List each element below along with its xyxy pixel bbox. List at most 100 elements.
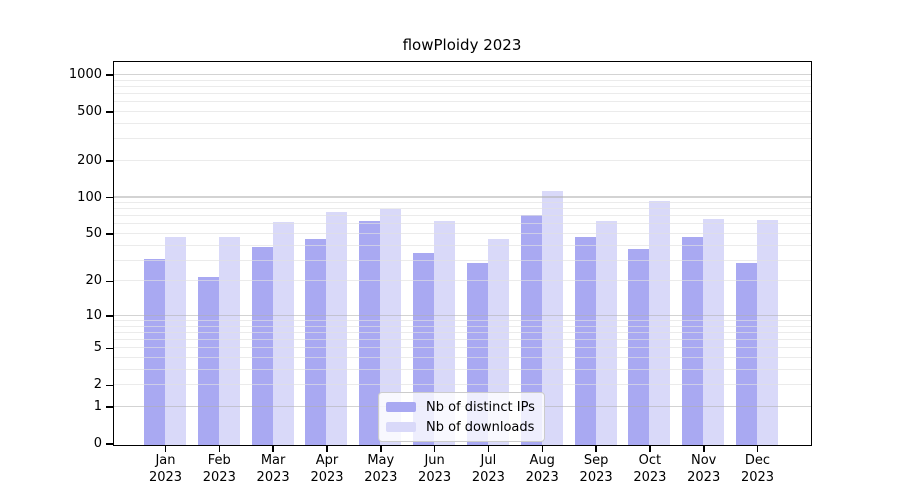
y-tick-label-20: 20 [85, 273, 102, 289]
gridline-minor-7 [113, 331, 811, 333]
gridline-minor-5 [113, 347, 811, 349]
month-name: Feb [207, 453, 231, 468]
month-name: Jul [480, 453, 497, 468]
bar-distinct-ips-dec-2023 [736, 262, 758, 445]
gridline-minor-300 [113, 138, 811, 140]
legend-item-downloads: Nb of downloads [386, 417, 536, 437]
gridline-minor-600 [113, 101, 811, 103]
gridline-major-1000 [113, 73, 811, 76]
month-name: Dec [744, 453, 771, 468]
gridline-major-10 [113, 314, 811, 317]
x-tick-label-aug-2023: Aug 2023 [510, 453, 574, 486]
x-tick-label-mar-2023: Mar 2023 [241, 453, 305, 486]
month-year: 2023 [364, 469, 398, 485]
x-tick-may-2023 [380, 445, 382, 452]
gridline-minor-90 [113, 202, 811, 203]
gridline-minor-20 [113, 280, 811, 282]
y-tick-500 [106, 111, 113, 113]
x-tick-aug-2023 [541, 445, 543, 452]
month-year: 2023 [471, 469, 505, 485]
legend: Nb of distinct IPs Nb of downloads [378, 392, 545, 442]
x-tick-apr-2023 [326, 445, 328, 452]
y-tick-2 [106, 384, 113, 387]
legend-swatch-distinct-ips [386, 402, 416, 412]
y-tick-20 [106, 280, 113, 283]
month-year: 2023 [310, 469, 344, 485]
y-tick-0 [106, 443, 113, 445]
x-tick-nov-2023 [703, 445, 705, 452]
gridline-major-100 [113, 196, 811, 198]
y-tick-1000 [106, 74, 113, 76]
month-year: 2023 [202, 469, 236, 485]
gridline-minor-70 [113, 215, 811, 217]
month-year: 2023 [148, 469, 183, 485]
month-year: 2023 [525, 469, 559, 485]
month-year: 2023 [740, 469, 775, 485]
legend-swatch-downloads [386, 422, 416, 432]
bar-downloads-jan-2023 [165, 236, 186, 445]
x-tick-label-sep-2023: Sep 2023 [564, 453, 628, 486]
bar-distinct-ips-aug-2023 [520, 214, 542, 445]
x-tick-mar-2023 [272, 445, 274, 452]
bar-downloads-aug-2023 [541, 190, 563, 445]
bar-downloads-may-2023 [380, 209, 402, 445]
legend-label-distinct-ips: Nb of distinct IPs [426, 399, 535, 415]
bar-distinct-ips-apr-2023 [305, 238, 327, 445]
gridline-minor-700 [113, 93, 811, 94]
gridline-minor-40 [113, 244, 811, 246]
x-tick-oct-2023 [649, 445, 651, 452]
y-tick-label-50: 50 [85, 226, 102, 241]
bar-distinct-ips-nov-2023 [682, 236, 704, 445]
y-tick-label-200: 200 [77, 152, 102, 168]
bar-downloads-nov-2023 [703, 219, 725, 445]
month-name: Jun [424, 453, 445, 468]
x-tick-dec-2023 [756, 445, 759, 452]
gridline-minor-80 [113, 208, 811, 210]
gridline-minor-2 [113, 384, 811, 386]
month-name: Nov [691, 453, 717, 468]
y-tick-50 [106, 233, 113, 235]
y-tick-100 [106, 196, 113, 199]
month-year: 2023 [579, 469, 613, 485]
gridline-minor-8 [113, 325, 811, 327]
gridline-minor-9 [113, 320, 811, 321]
month-name: Mar [260, 453, 286, 468]
gridline-minor-400 [113, 122, 811, 124]
month-name: Oct [638, 453, 662, 468]
plot-area [112, 60, 812, 446]
month-name: Sep [583, 453, 609, 468]
y-tick-5 [106, 347, 113, 349]
month-year: 2023 [418, 469, 452, 485]
y-tick-1 [106, 406, 113, 408]
y-tick-label-100: 100 [77, 189, 102, 205]
gridline-minor-60 [113, 223, 811, 225]
month-year: 2023 [633, 469, 667, 485]
legend-item-distinct-ips: Nb of distinct IPs [386, 397, 536, 417]
bar-distinct-ips-oct-2023 [628, 248, 650, 445]
month-name: May [367, 453, 395, 468]
bar-downloads-feb-2023 [218, 236, 240, 445]
legend-label-downloads: Nb of downloads [426, 419, 535, 435]
bar-downloads-mar-2023 [272, 221, 294, 445]
y-tick-label-10: 10 [85, 307, 102, 323]
x-tick-label-oct-2023: Oct 2023 [618, 453, 682, 486]
x-tick-label-dec-2023: Dec 2023 [726, 453, 790, 486]
month-name: Aug [529, 453, 555, 468]
y-tick-label-1000: 1000 [68, 66, 102, 82]
month-name: Apr [315, 453, 339, 468]
bar-distinct-ips-jan-2023 [144, 259, 165, 445]
x-tick-label-jun-2023: Jun 2023 [403, 453, 467, 486]
y-tick-label-500: 500 [77, 103, 102, 119]
x-tick-feb-2023 [218, 445, 221, 452]
bar-distinct-ips-mar-2023 [251, 247, 273, 445]
bar-distinct-ips-feb-2023 [197, 277, 219, 445]
x-tick-label-jan-2023: Jan 2023 [134, 453, 198, 486]
plot-inner [113, 62, 811, 445]
chart-title: flowPloidy 2023 [402, 36, 522, 54]
y-tick-label-2: 2 [93, 377, 102, 393]
bar-downloads-apr-2023 [326, 211, 348, 445]
x-tick-jul-2023 [487, 445, 490, 452]
y-tick-label-5: 5 [93, 340, 102, 356]
x-tick-label-feb-2023: Feb 2023 [187, 453, 251, 486]
y-tick-200 [106, 160, 113, 162]
